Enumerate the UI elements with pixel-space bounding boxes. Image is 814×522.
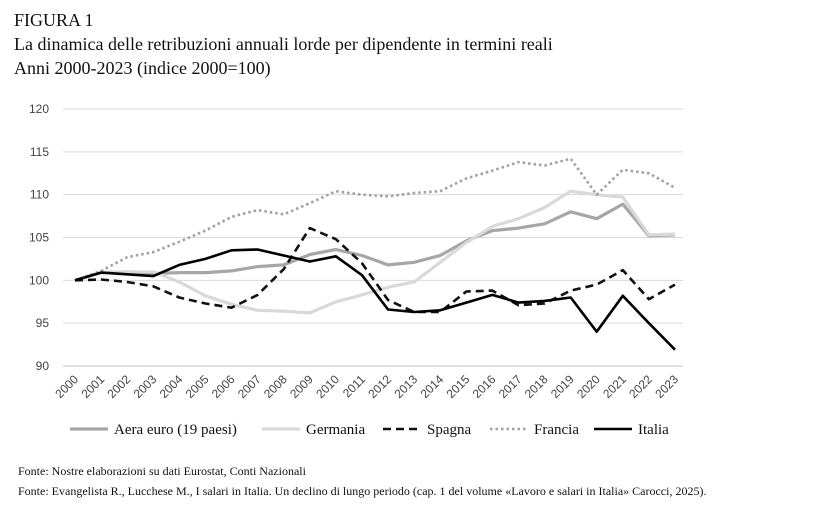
x-tick-label: 2001 xyxy=(78,372,107,401)
x-tick-label: 2016 xyxy=(470,372,499,401)
series-line-germania xyxy=(74,189,676,315)
x-tick-label: 2018 xyxy=(522,372,551,401)
x-tick-label: 2004 xyxy=(157,372,186,401)
y-tick-label: 110 xyxy=(30,188,49,202)
x-tick-label: 2011 xyxy=(340,372,368,400)
x-tick-label: 2002 xyxy=(105,372,134,401)
legend-label: Francia xyxy=(534,422,579,438)
figure-label: FIGURA 1 xyxy=(14,10,94,30)
y-tick-label: 100 xyxy=(29,273,49,287)
gridlines xyxy=(63,108,683,367)
source-line-2: Fonte: Evangelista R., Lucchese M., I sa… xyxy=(18,484,707,498)
x-tick-label: 2020 xyxy=(574,372,603,401)
series-lines xyxy=(74,157,676,351)
x-tick-label: 2017 xyxy=(496,372,525,401)
x-tick-label: 2019 xyxy=(548,372,577,401)
y-tick-label: 115 xyxy=(30,145,49,159)
x-tick-label: 2014 xyxy=(418,372,447,401)
x-tick-label: 2005 xyxy=(183,372,212,401)
legend-label: Germania xyxy=(306,422,365,438)
y-tick-label: 105 xyxy=(29,231,49,245)
source-line-1: Fonte: Nostre elaborazioni su dati Euros… xyxy=(18,464,306,478)
legend-label: Spagna xyxy=(427,422,472,438)
x-tick-label: 2006 xyxy=(209,372,238,401)
x-tick-label: 2009 xyxy=(287,372,316,401)
x-tick-label: 2022 xyxy=(626,372,655,401)
series-line-spagna xyxy=(74,226,676,314)
chart-title: La dinamica delle retribuzioni annuali l… xyxy=(14,34,553,54)
chart-header: FIGURA 1 La dinamica delle retribuzioni … xyxy=(14,8,553,80)
y-tick-label: 120 xyxy=(29,102,49,116)
x-tick-label: 2012 xyxy=(365,372,394,401)
chart-subtitle: Anni 2000-2023 (indice 2000=100) xyxy=(14,58,271,78)
y-axis-ticks: 90 95 100 105 110 115 120 xyxy=(29,102,49,373)
y-tick-label: 95 xyxy=(36,316,50,330)
legend: Aera euro (19 paesi) Germania Spagna Franci… xyxy=(70,422,669,438)
legend-label: Italia xyxy=(638,422,669,438)
x-tick-label: 2010 xyxy=(313,372,342,401)
x-tick-label: 2021 xyxy=(600,372,629,401)
x-tick-label: 2000 xyxy=(52,372,81,401)
series-line-francia xyxy=(74,157,676,282)
x-tick-label: 2008 xyxy=(261,372,290,401)
x-tick-label: 2013 xyxy=(391,372,420,401)
series-line-italia xyxy=(74,248,676,351)
y-tick-label: 90 xyxy=(36,359,50,373)
x-tick-label: 2015 xyxy=(444,372,473,401)
x-axis-ticks: 2000200120022003200420052006200720082009… xyxy=(52,372,681,401)
legend-label: Aera euro (19 paesi) xyxy=(114,422,237,438)
x-tick-label: 2023 xyxy=(652,372,681,401)
sources: Fonte: Nostre elaborazioni su dati Euros… xyxy=(18,461,706,501)
x-tick-label: 2003 xyxy=(131,372,160,401)
x-tick-label: 2007 xyxy=(235,372,264,401)
series-line-aera xyxy=(74,202,676,282)
